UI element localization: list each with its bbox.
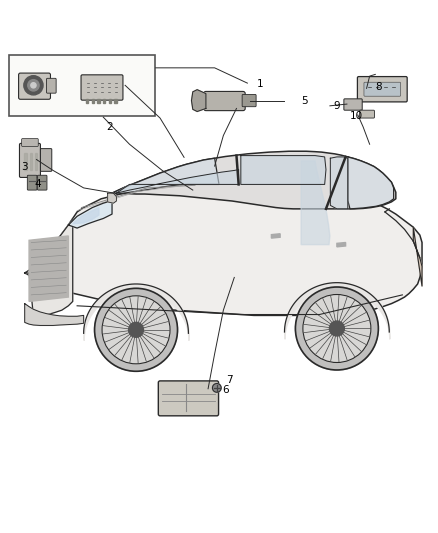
- Polygon shape: [25, 219, 73, 316]
- Polygon shape: [114, 99, 117, 103]
- Circle shape: [31, 83, 36, 88]
- Circle shape: [95, 288, 177, 372]
- FancyBboxPatch shape: [27, 175, 37, 190]
- Polygon shape: [25, 304, 84, 326]
- Polygon shape: [97, 99, 100, 103]
- Text: 5: 5: [301, 96, 307, 107]
- Circle shape: [102, 296, 170, 364]
- FancyBboxPatch shape: [158, 381, 219, 416]
- Bar: [9, 55, 155, 116]
- Circle shape: [24, 76, 43, 95]
- Polygon shape: [117, 169, 239, 193]
- Polygon shape: [68, 201, 112, 228]
- Text: 4: 4: [35, 180, 41, 189]
- Polygon shape: [330, 157, 348, 209]
- FancyBboxPatch shape: [242, 94, 256, 107]
- Polygon shape: [103, 99, 106, 103]
- FancyBboxPatch shape: [21, 139, 38, 147]
- FancyBboxPatch shape: [46, 78, 56, 93]
- FancyBboxPatch shape: [18, 73, 50, 99]
- Text: 2: 2: [106, 122, 113, 132]
- Text: 3: 3: [21, 162, 28, 172]
- Text: 7: 7: [226, 375, 233, 385]
- FancyBboxPatch shape: [364, 82, 401, 96]
- Polygon shape: [92, 99, 94, 103]
- Text: 10: 10: [350, 111, 363, 121]
- Text: 1: 1: [257, 79, 264, 89]
- FancyBboxPatch shape: [344, 99, 362, 110]
- FancyBboxPatch shape: [81, 75, 123, 100]
- Polygon shape: [73, 207, 99, 224]
- Polygon shape: [25, 184, 422, 316]
- Polygon shape: [191, 90, 206, 111]
- Polygon shape: [348, 157, 394, 209]
- Polygon shape: [86, 99, 88, 103]
- Polygon shape: [24, 153, 27, 171]
- FancyBboxPatch shape: [204, 92, 245, 111]
- Polygon shape: [108, 193, 117, 203]
- FancyBboxPatch shape: [357, 77, 407, 102]
- Circle shape: [28, 79, 39, 91]
- FancyBboxPatch shape: [19, 143, 40, 177]
- Polygon shape: [413, 227, 422, 286]
- Circle shape: [129, 322, 144, 337]
- Polygon shape: [29, 153, 32, 171]
- Circle shape: [295, 287, 378, 370]
- Text: 8: 8: [375, 83, 381, 93]
- Text: 9: 9: [334, 101, 340, 111]
- Circle shape: [212, 384, 221, 392]
- Polygon shape: [112, 158, 219, 193]
- Polygon shape: [272, 234, 280, 238]
- Polygon shape: [337, 243, 346, 247]
- Polygon shape: [112, 151, 396, 209]
- Polygon shape: [29, 236, 68, 302]
- FancyBboxPatch shape: [37, 175, 47, 190]
- Polygon shape: [301, 161, 330, 245]
- Polygon shape: [109, 99, 111, 103]
- Circle shape: [329, 321, 344, 336]
- Text: 6: 6: [222, 385, 229, 394]
- Polygon shape: [35, 153, 37, 171]
- FancyBboxPatch shape: [40, 149, 52, 171]
- Circle shape: [303, 295, 371, 362]
- FancyBboxPatch shape: [360, 110, 374, 118]
- Polygon shape: [241, 156, 326, 184]
